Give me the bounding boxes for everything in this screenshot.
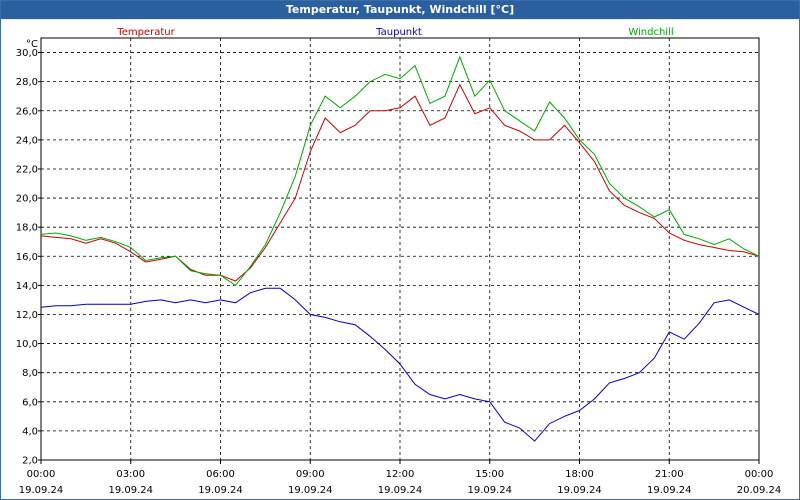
x-tick-date: 19.09.24 (378, 485, 423, 496)
x-tick-time: 12:00 (386, 469, 415, 480)
x-tick-date: 19.09.24 (467, 485, 512, 496)
x-tick-time: 06:00 (206, 469, 235, 480)
x-tick-time: 09:00 (296, 469, 325, 480)
x-tick-date: 19.09.24 (647, 485, 692, 496)
y-tick-label: 6,0 (22, 397, 38, 408)
x-tick-date: 19.09.24 (288, 485, 333, 496)
y-axis-label: °C (26, 39, 38, 50)
y-tick-label: 10,0 (16, 339, 38, 350)
y-tick-label: 30,0 (16, 48, 38, 59)
legend-windchill: Windchill (628, 27, 673, 38)
y-tick-label: 8,0 (22, 368, 38, 379)
x-tick-time: 18:00 (565, 469, 594, 480)
line-chart: 2,0 4,0 6,0 8,0 10,0 12,0 14,0 16,0 18,0 20,0 22,0… (16, 27, 782, 496)
x-tick-time: 00:00 (27, 469, 56, 480)
x-tick-date: 19.09.24 (19, 485, 64, 496)
y-tick-label: 26,0 (16, 106, 38, 117)
series-line-windchill (40, 55, 760, 287)
y-tick-label: 16,0 (16, 252, 38, 263)
x-tick-date: 20.09.24 (737, 485, 782, 496)
y-tick-label: 2,0 (22, 456, 38, 467)
y-tick-label: 20,0 (16, 194, 38, 205)
y-tick-label: 28,0 (16, 77, 38, 88)
y-tick-label: 12,0 (16, 310, 38, 321)
series-line-temperatur (40, 83, 760, 282)
window-title: Temperatur, Taupunkt, Windchill [°C] (1, 1, 799, 19)
x-tick-time: 15:00 (475, 469, 504, 480)
y-tick-label: 22,0 (16, 164, 38, 175)
x-tick-time: 03:00 (116, 469, 145, 480)
legend-taupunkt: Taupunkt (375, 27, 422, 38)
y-tick-label: 24,0 (16, 135, 38, 146)
x-tick-date: 19.09.24 (108, 485, 153, 496)
x-tick-date: 19.09.24 (198, 485, 243, 496)
plot-area: 2,0 4,0 6,0 8,0 10,0 12,0 14,0 16,0 18,0 20,0 22,0… (1, 20, 799, 499)
y-tick-label: 18,0 (16, 223, 38, 234)
x-tick-date: 19.09.24 (557, 485, 602, 496)
x-tick-time: 00:00 (745, 469, 774, 480)
x-tick-time: 21:00 (655, 469, 684, 480)
y-tick-label: 14,0 (16, 281, 38, 292)
legend-temperatur: Temperatur (116, 27, 175, 38)
y-tick-label: 4,0 (22, 426, 38, 437)
series-line-taupunkt (40, 287, 760, 442)
